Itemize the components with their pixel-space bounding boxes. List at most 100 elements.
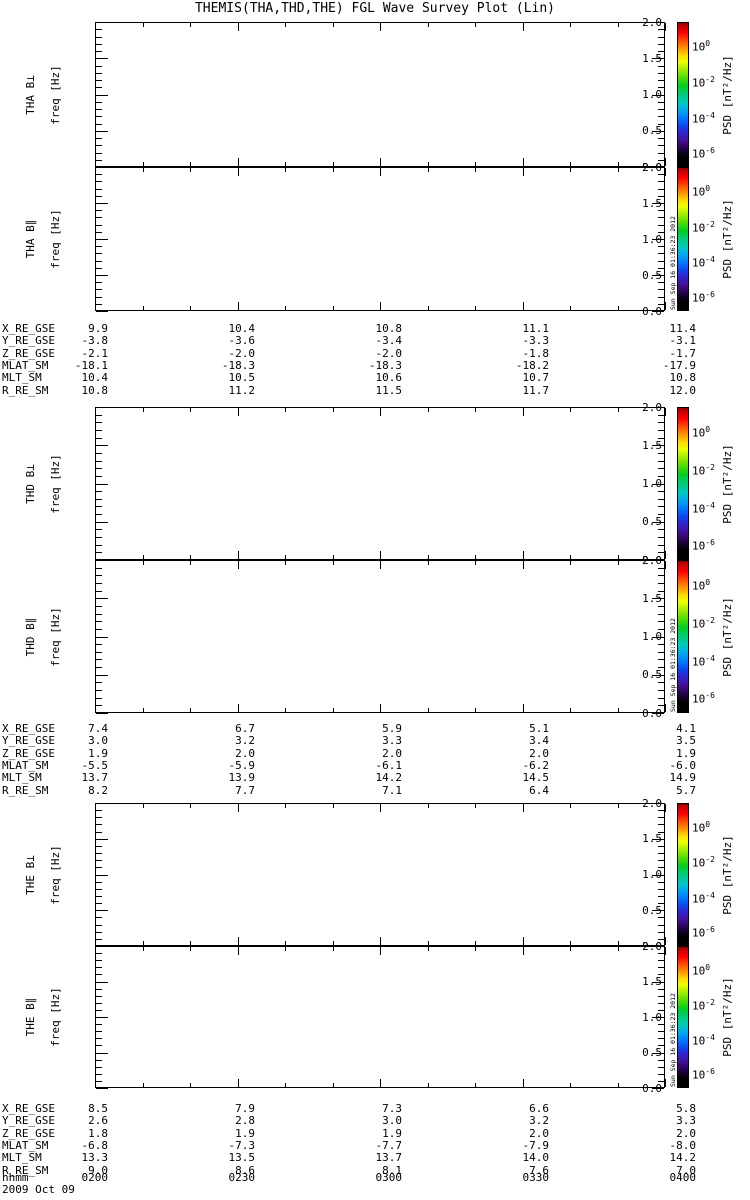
freq-tick	[96, 438, 102, 439]
freq-tick	[658, 499, 664, 500]
table-cell: -18.2	[515, 359, 549, 372]
freq-tick	[96, 667, 102, 668]
freq-tick	[658, 160, 664, 161]
time-tick	[570, 306, 571, 310]
time-tick	[428, 941, 429, 945]
time-tick	[380, 1079, 381, 1087]
spectrogram-panel-the-bpar	[95, 946, 665, 1088]
freq-tick	[96, 713, 108, 714]
freq-tick	[96, 225, 102, 226]
time-tick	[618, 162, 619, 166]
freq-tick	[96, 568, 102, 569]
colorbar-tick-label: 10-4	[692, 501, 715, 516]
freq-tick-label: 0.5	[642, 904, 662, 917]
time-tick	[523, 561, 524, 569]
colorbar-tick-label: 10-6	[692, 925, 715, 940]
freq-tick	[96, 659, 102, 660]
freq-tick	[96, 537, 102, 538]
table-cell: 11.7	[522, 384, 550, 397]
freq-tick	[96, 1038, 102, 1039]
table-cell: 11.4	[669, 322, 697, 335]
colorbar-tick-label: 10-4	[692, 654, 715, 669]
time-tick	[333, 708, 334, 712]
table-cell: -18.3	[221, 359, 255, 372]
time-tick	[95, 302, 96, 310]
colorbar-tick-exponent: -2	[705, 75, 715, 84]
time-tick	[143, 1083, 144, 1087]
time-tick	[523, 704, 524, 712]
freq-tick	[658, 109, 664, 110]
table-cell: -3.8	[81, 334, 109, 347]
colorbar-tick-exponent: -6	[705, 290, 715, 299]
freq-tick-label: 1.5	[642, 197, 662, 210]
freq-tick	[652, 203, 664, 204]
freq-tick	[96, 896, 102, 897]
freq-tick-label: 2.0	[642, 797, 662, 810]
table-cell: 10.4	[81, 371, 109, 384]
time-tick	[428, 804, 429, 808]
freq-tick-label: 1.0	[642, 477, 662, 490]
plot-title: THEMIS(THA,THD,THE) FGL Wave Survey Plot…	[194, 1, 556, 16]
time-tick	[570, 941, 571, 945]
freq-tick	[96, 910, 108, 911]
time-tick	[523, 408, 524, 416]
colorbar-tick-label: 10-6	[692, 146, 715, 161]
freq-tick	[96, 637, 108, 638]
table-row-label: Y_RE_GSE	[2, 1114, 55, 1127]
colorbar-tick-label: 10-2	[692, 220, 715, 235]
freq-tick	[96, 591, 102, 592]
freq-tick	[96, 261, 102, 262]
time-tick	[238, 302, 239, 310]
freq-tick	[658, 1081, 664, 1082]
freq-tick	[96, 644, 102, 645]
table-cell: 10.7	[522, 371, 550, 384]
freq-tick-label: 2.0	[642, 940, 662, 953]
table-cell: 13.5	[228, 1151, 256, 1164]
freq-tick	[652, 311, 664, 312]
freq-tick	[96, 484, 108, 485]
time-tick	[238, 704, 239, 712]
freq-tick	[96, 87, 102, 88]
freq-tick-label: 1.0	[642, 630, 662, 643]
time-tick	[143, 555, 144, 559]
freq-tick	[658, 817, 664, 818]
freq-tick	[652, 637, 664, 638]
freq-tick	[96, 239, 108, 240]
freq-tick	[96, 73, 102, 74]
freq-tick	[96, 66, 102, 67]
table-cell: 11.1	[522, 322, 550, 335]
table-cell: -2.0	[228, 347, 256, 360]
freq-tick-label: 0.5	[642, 269, 662, 282]
freq-tick	[96, 803, 108, 804]
freq-tick	[96, 875, 108, 876]
table-cell: 9.9	[88, 322, 108, 335]
table-cell: -5.9	[228, 759, 256, 772]
freq-tick	[96, 1003, 102, 1004]
freq-tick	[652, 839, 664, 840]
colorbar-tick-label: 10-4	[692, 891, 715, 906]
freq-tick	[658, 246, 664, 247]
freq-tick	[96, 522, 108, 523]
time-tick	[285, 555, 286, 559]
table-cell: 12.0	[669, 384, 697, 397]
time-tick	[523, 158, 524, 166]
freq-tick	[96, 614, 102, 615]
colorbar-tick-exponent: -2	[705, 463, 715, 472]
freq-tick	[96, 499, 102, 500]
freq-tick	[652, 560, 664, 561]
freq-tick	[658, 1067, 664, 1068]
freq-tick	[658, 996, 664, 997]
time-tick	[95, 551, 96, 559]
time-tick	[285, 168, 286, 172]
freq-tick	[658, 989, 664, 990]
time-tick	[95, 23, 96, 31]
freq-tick	[652, 239, 664, 240]
freq-tick	[658, 189, 664, 190]
freq-tick	[658, 225, 664, 226]
time-tick	[95, 804, 96, 812]
table-row-label: MLT_SM	[2, 771, 42, 784]
table-cell: 9.0	[88, 1164, 108, 1177]
freq-tick	[96, 939, 102, 940]
freq-tick	[96, 58, 108, 59]
freq-tick	[658, 289, 664, 290]
